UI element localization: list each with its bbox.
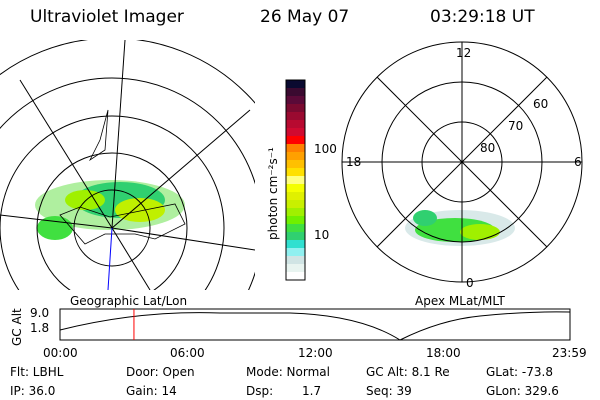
colorbar-segment	[286, 112, 305, 121]
colorbar-segment	[286, 256, 305, 265]
mlt-label-0: 0	[466, 276, 474, 290]
colorbar-segment	[286, 200, 305, 209]
colorbar-segment	[286, 224, 305, 233]
magnetic-label: Apex MLat/MLT	[415, 294, 505, 308]
colorbar-segment	[286, 152, 305, 161]
colorbar	[285, 79, 306, 281]
date: 26 May 07	[260, 7, 350, 27]
seq: Seq: 39	[366, 384, 412, 398]
glon: GLon: 329.6	[486, 384, 559, 398]
colorbar-segment	[286, 168, 305, 177]
gc-alt: GC Alt: 8.1 Re	[366, 365, 450, 379]
timeline-ylabel: GC Alt	[10, 308, 24, 346]
colorbar-segment	[286, 128, 305, 137]
colorbar-segment	[286, 144, 305, 153]
colorbar-tick-10: 10	[314, 228, 330, 242]
ytick-1.8: 1.8	[30, 321, 50, 335]
glat: GLat: -73.8	[486, 365, 553, 379]
mlt-label-6: 6	[574, 155, 582, 169]
mlt-label-18: 18	[346, 155, 362, 169]
door: Door: Open	[126, 365, 195, 379]
xtick-2359: 23:59	[552, 346, 587, 360]
colorbar-segment	[286, 232, 305, 241]
colorbar-segment	[286, 272, 305, 281]
colorbar-segment	[286, 248, 305, 257]
colorbar-segment	[286, 160, 305, 169]
colorbar-frame	[285, 79, 306, 281]
colorbar-unit: photon cm⁻²s⁻¹	[266, 147, 280, 240]
colorbar-segment	[286, 136, 305, 145]
colorbar-tick-100: 100	[314, 142, 337, 156]
xtick-0000: 00:00	[43, 346, 78, 360]
magnetic-polar-plot	[341, 41, 583, 283]
geographic-label: Geographic Lat/Lon	[70, 294, 188, 308]
xtick-1800: 18:00	[426, 346, 461, 360]
geographic-map	[0, 40, 255, 290]
colorbar-segment	[286, 192, 305, 201]
colorbar-segment	[286, 96, 305, 105]
xtick-1200: 12:00	[298, 346, 333, 360]
lat-label-70: 70	[508, 119, 524, 133]
mode: Mode: Normal	[246, 365, 330, 379]
ytick-9: 9.0	[30, 306, 50, 320]
colorbar-segment	[286, 176, 305, 185]
colorbar-segment	[286, 240, 305, 249]
gain: Gain: 14	[126, 384, 177, 398]
lat-label-60: 60	[533, 97, 549, 111]
colorbar-segment	[286, 120, 305, 129]
colorbar-segment	[286, 184, 305, 193]
dsp-value: 1.7	[302, 384, 322, 398]
ip: IP: 36.0	[10, 384, 56, 398]
colorbar-segment	[286, 104, 305, 113]
lat-label-80: 80	[480, 141, 496, 155]
colorbar-segment	[286, 216, 305, 225]
altitude-timeline	[59, 308, 571, 341]
mlt-label-12: 12	[456, 46, 472, 60]
colorbar-segment	[286, 208, 305, 217]
instrument-title: Ultraviolet Imager	[30, 7, 184, 27]
colorbar-segment	[286, 264, 305, 273]
colorbar-segment	[286, 80, 305, 89]
filter: Flt: LBHL	[10, 365, 64, 379]
dsp-label: Dsp:	[246, 384, 274, 398]
time: 03:29:18 UT	[430, 7, 535, 27]
colorbar-segment	[286, 88, 305, 97]
xtick-0600: 06:00	[170, 346, 205, 360]
aurora-geographic	[35, 180, 185, 240]
